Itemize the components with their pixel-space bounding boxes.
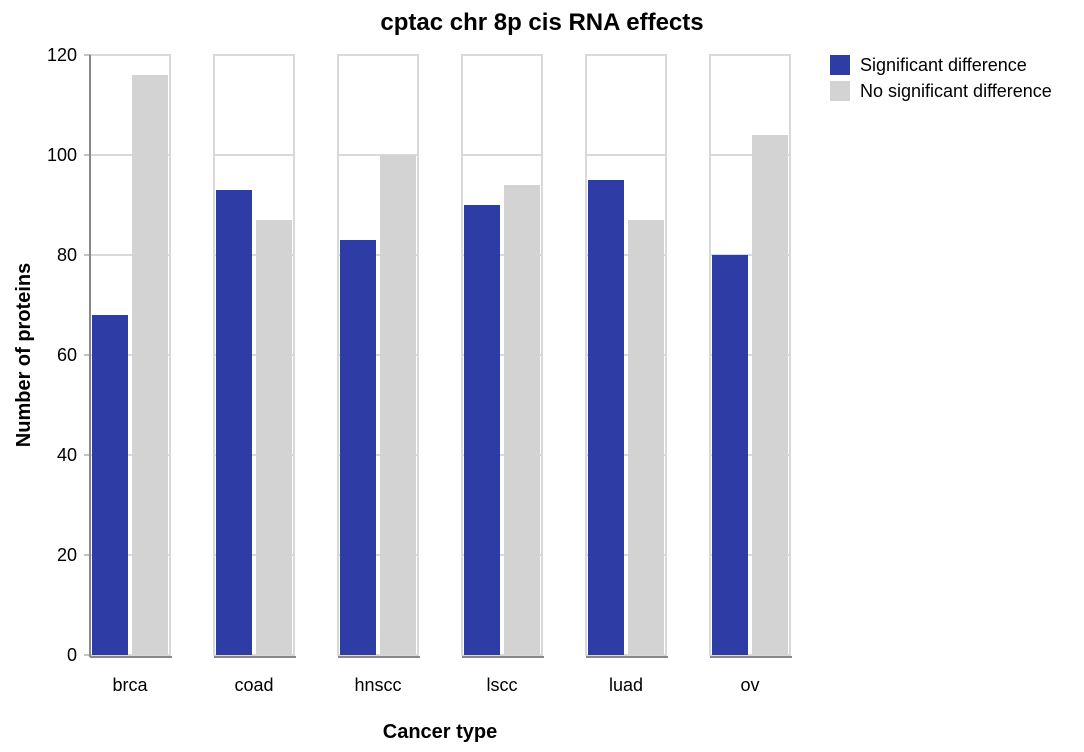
bar-coad-significant: Significant difference: 93 [216, 190, 252, 655]
bar-coad-not-significant: No significant difference: 87 [256, 220, 292, 655]
legend-swatch [830, 81, 850, 101]
category-label: hnscc [354, 675, 401, 695]
x-axis-title: Cancer type [383, 721, 498, 743]
legend-item: Significant difference [830, 55, 1027, 75]
legend: Significant difference No significant dif… [830, 55, 1052, 101]
category-label: luad [609, 675, 643, 695]
panel-ov: Significant difference: 80No significant… [709, 54, 792, 695]
panel-hnscc: Significant difference: 83No significant… [337, 54, 420, 695]
legend-item: No significant difference [830, 81, 1052, 101]
legend-label: Significant difference [860, 55, 1027, 75]
y-tick-label: 20 [57, 545, 77, 565]
category-label: brca [112, 675, 148, 695]
chart-title: cptac chr 8p cis RNA effects [380, 9, 703, 36]
y-tick-label: 40 [57, 445, 77, 465]
y-tick-label: 100 [47, 145, 77, 165]
category-label: coad [234, 675, 273, 695]
legend-swatch [830, 55, 850, 75]
category-label: ov [740, 675, 759, 695]
y-tick-label: 60 [57, 345, 77, 365]
bar-luad-not-significant: No significant difference: 87 [628, 220, 664, 655]
y-tick-label: 0 [67, 645, 77, 665]
legend-label: No significant difference [860, 81, 1052, 101]
bar-hnscc-significant: Significant difference: 83 [340, 240, 376, 655]
y-tick-label: 120 [47, 45, 77, 65]
y-tick-label: 80 [57, 245, 77, 265]
y-axis-title: Number of proteins [13, 263, 35, 447]
facet-panels: Significant difference: 68No significant… [89, 54, 792, 695]
bar-luad-significant: Significant difference: 95 [588, 180, 624, 655]
bar-brca-significant: Significant difference: 68 [92, 315, 128, 655]
y-axis: 0 20 40 60 80 100 120 [47, 45, 91, 665]
bar-brca-not-significant: No significant difference: 116 [132, 75, 168, 655]
bar-lscc-not-significant: No significant difference: 94 [504, 185, 540, 655]
panel-coad: Significant difference: 93No significant… [213, 54, 296, 695]
bar-ov-significant: Significant difference: 80 [712, 255, 748, 655]
panel-lscc: Significant difference: 90No significant… [461, 54, 544, 695]
category-label: lscc [487, 675, 518, 695]
bar-ov-not-significant: No significant difference: 104 [752, 135, 788, 655]
panel-luad: Significant difference: 95No significant… [585, 54, 668, 695]
panel-brca: Significant difference: 68No significant… [89, 54, 172, 695]
bar-hnscc-not-significant: No significant difference: 100 [380, 155, 416, 655]
bar-lscc-significant: Significant difference: 90 [464, 205, 500, 655]
